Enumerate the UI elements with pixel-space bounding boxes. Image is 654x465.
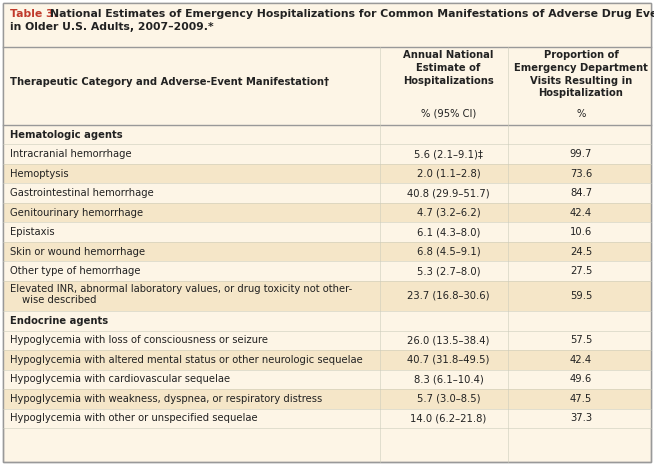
Bar: [3, 350, 651, 370]
Text: 49.6: 49.6: [570, 374, 592, 384]
Bar: [3, 311, 651, 331]
Text: 23.7 (16.8–30.6): 23.7 (16.8–30.6): [407, 291, 490, 301]
Text: 42.4: 42.4: [570, 355, 592, 365]
Text: Hypoglycemia with altered mental status or other neurologic sequelae: Hypoglycemia with altered mental status …: [10, 355, 363, 365]
Text: National Estimates of Emergency Hospitalizations for Common Manifestations of Ad: National Estimates of Emergency Hospital…: [50, 9, 654, 19]
Text: Therapeutic Category and Adverse-Event Manifestation†: Therapeutic Category and Adverse-Event M…: [10, 77, 329, 87]
Text: Other type of hemorrhage: Other type of hemorrhage: [10, 266, 141, 276]
Bar: [3, 47, 651, 125]
Text: 8.3 (6.1–10.4): 8.3 (6.1–10.4): [413, 374, 483, 384]
Text: 5.7 (3.0–8.5): 5.7 (3.0–8.5): [417, 394, 480, 404]
Text: 73.6: 73.6: [570, 169, 592, 179]
Text: Hypoglycemia with cardiovascular sequelae: Hypoglycemia with cardiovascular sequela…: [10, 374, 230, 384]
Text: 26.0 (13.5–38.4): 26.0 (13.5–38.4): [407, 335, 490, 345]
Text: 6.8 (4.5–9.1): 6.8 (4.5–9.1): [417, 247, 480, 257]
Text: Table 3.: Table 3.: [10, 9, 58, 19]
Text: Hemoptysis: Hemoptysis: [10, 169, 69, 179]
Text: 14.0 (6.2–21.8): 14.0 (6.2–21.8): [410, 413, 487, 423]
Text: Genitourinary hemorrhage: Genitourinary hemorrhage: [10, 208, 143, 218]
Text: in Older U.S. Adults, 2007–2009.*: in Older U.S. Adults, 2007–2009.*: [10, 22, 214, 32]
Text: 99.7: 99.7: [570, 149, 592, 159]
Bar: [3, 242, 651, 261]
Text: Annual National
Estimate of
Hospitalizations: Annual National Estimate of Hospitalizat…: [403, 50, 494, 86]
Text: Epistaxis: Epistaxis: [10, 227, 55, 237]
Bar: [3, 331, 651, 350]
Bar: [3, 125, 651, 145]
Text: 5.3 (2.7–8.0): 5.3 (2.7–8.0): [417, 266, 480, 276]
Text: Hypoglycemia with other or unspecified sequelae: Hypoglycemia with other or unspecified s…: [10, 413, 258, 423]
Text: 5.6 (2.1–9.1)‡: 5.6 (2.1–9.1)‡: [414, 149, 483, 159]
Text: 40.8 (29.9–51.7): 40.8 (29.9–51.7): [407, 188, 490, 198]
Bar: [3, 408, 651, 428]
Text: 24.5: 24.5: [570, 247, 592, 257]
Bar: [3, 164, 651, 184]
Text: 4.7 (3.2–6.2): 4.7 (3.2–6.2): [417, 208, 480, 218]
Text: Hypoglycemia with weakness, dyspnea, or respiratory distress: Hypoglycemia with weakness, dyspnea, or …: [10, 394, 322, 404]
Text: Intracranial hemorrhage: Intracranial hemorrhage: [10, 149, 131, 159]
Text: 57.5: 57.5: [570, 335, 592, 345]
Text: wise described: wise described: [22, 295, 97, 305]
Bar: [3, 261, 651, 281]
Text: 6.1 (4.3–8.0): 6.1 (4.3–8.0): [417, 227, 480, 237]
Text: 84.7: 84.7: [570, 188, 592, 198]
Text: 47.5: 47.5: [570, 394, 592, 404]
Text: 42.4: 42.4: [570, 208, 592, 218]
Bar: [3, 222, 651, 242]
Text: Proportion of
Emergency Department
Visits Resulting in
Hospitalization: Proportion of Emergency Department Visit…: [514, 50, 648, 99]
Bar: [3, 203, 651, 222]
Text: Elevated INR, abnormal laboratory values, or drug toxicity not other-: Elevated INR, abnormal laboratory values…: [10, 284, 353, 294]
Text: %: %: [576, 109, 586, 119]
Bar: [3, 184, 651, 203]
Text: Endocrine agents: Endocrine agents: [10, 316, 108, 326]
Bar: [3, 145, 651, 164]
Bar: [3, 389, 651, 408]
Bar: [3, 3, 651, 47]
Bar: [3, 281, 651, 311]
Text: Gastrointestinal hemorrhage: Gastrointestinal hemorrhage: [10, 188, 154, 198]
Text: Hematologic agents: Hematologic agents: [10, 130, 123, 140]
Text: 2.0 (1.1–2.8): 2.0 (1.1–2.8): [417, 169, 480, 179]
Text: 10.6: 10.6: [570, 227, 592, 237]
Text: 40.7 (31.8–49.5): 40.7 (31.8–49.5): [407, 355, 490, 365]
Text: Skin or wound hemorrhage: Skin or wound hemorrhage: [10, 247, 145, 257]
Text: 59.5: 59.5: [570, 291, 592, 301]
Bar: [3, 370, 651, 389]
Text: 37.3: 37.3: [570, 413, 592, 423]
Text: % (95% CI): % (95% CI): [421, 109, 476, 119]
Text: 27.5: 27.5: [570, 266, 592, 276]
Text: Hypoglycemia with loss of consciousness or seizure: Hypoglycemia with loss of consciousness …: [10, 335, 268, 345]
